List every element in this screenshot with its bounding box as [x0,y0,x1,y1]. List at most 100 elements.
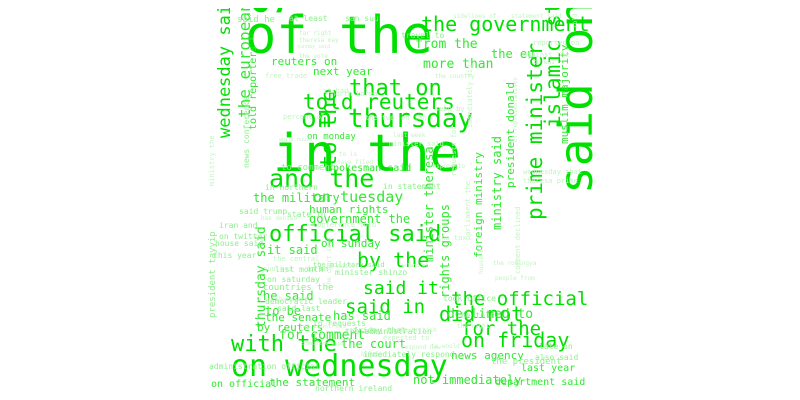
word: it had [323,87,349,95]
word: in northern [265,183,318,192]
word: on official [211,379,278,390]
word: conference told [313,221,377,229]
word: the rohingya [493,260,537,267]
word: had said [279,296,308,303]
word: parliament the [464,180,472,240]
word: that on [349,76,442,101]
word: in statement [383,182,441,191]
word: countries the [263,283,334,293]
word: spokesman said [327,163,412,174]
word: minister shinzo [335,268,408,277]
word: official said [269,222,442,247]
word: did not [439,302,524,326]
word: on saturday [267,275,320,284]
word: said it [363,278,439,299]
word: ministry the [208,135,216,186]
word: rights groups [438,204,452,298]
word: the senate [265,311,332,324]
word: minister said [389,140,444,148]
word: state in [287,210,326,219]
word: on jan [401,114,427,122]
word: by the [357,248,430,272]
word-cloud: of the said the in the on wednesday said… [203,8,596,392]
word: the official [451,288,589,310]
word: by reuters [257,321,324,334]
word: he told [461,311,495,320]
word: committee said [301,341,344,347]
word: of the [245,8,433,66]
word: on sunday [321,237,381,250]
word: respond to [429,163,466,170]
word: the tax [437,234,467,242]
word: news agency [451,349,524,362]
word: on wednesday [231,349,448,384]
word: the british [397,327,437,334]
word: he said [263,289,314,303]
word: two countries [299,323,346,330]
word: sunday said [297,44,331,50]
word: the government [421,12,590,36]
word: expected to [383,334,430,342]
word: told reuters [303,90,455,114]
word: immediately respond [363,350,455,359]
word: at least [289,14,328,23]
word: of representatives [512,76,519,142]
word: the matter [323,263,360,270]
word: said trump [239,207,288,216]
word: island of [401,263,429,269]
word: seen by [435,105,465,113]
word: on monday [307,132,356,142]
word: have filed [337,159,374,166]
word: the eu [491,47,535,61]
word: reported on [533,39,580,47]
word: north korea [331,90,378,98]
word: took office [443,294,496,303]
word: the statement [269,376,356,389]
word: sidelines of [453,13,497,20]
word: the president [491,357,562,367]
word: foreign ministry [472,152,485,258]
word: comment declined [514,206,522,274]
word: department said [495,377,586,388]
word: not immediately [413,373,522,387]
word: to be [265,304,302,318]
word: in an [307,265,329,273]
word: said last [277,304,321,313]
word: and the [269,164,375,193]
word: people from [495,275,535,282]
word: the administration [345,327,432,336]
word: house said [215,239,264,248]
word: wednesday said [215,8,235,138]
word: for the [461,318,542,340]
word: more than [423,57,494,72]
word: free trade [265,72,308,80]
word: reuters on [271,55,338,68]
word: said he [237,15,275,25]
word: the country [435,73,475,80]
word: also said [535,353,579,362]
word: this year [213,251,257,260]
word: on twitter [219,232,268,241]
word: wednesday that [523,168,583,176]
word: statement said [511,13,562,20]
word: white house [279,137,313,143]
word: said in [345,296,426,318]
word: to was [533,59,555,66]
word: percent of [283,113,326,121]
word: respond new [401,344,441,351]
word: last week [393,132,426,139]
word: president tayyip [208,231,218,318]
word: northern ireland [315,384,393,393]
word: declined to [447,307,534,322]
word: travel to [401,31,445,40]
word: news conference [242,95,251,168]
word: iran and [219,221,258,230]
word: to would [431,343,460,350]
word: next year [313,65,373,78]
word: suu kyi [263,265,293,273]
word: friday that [353,326,406,335]
word: the military [253,191,340,205]
word: the military said [313,261,385,269]
word: on thursday [301,104,474,134]
